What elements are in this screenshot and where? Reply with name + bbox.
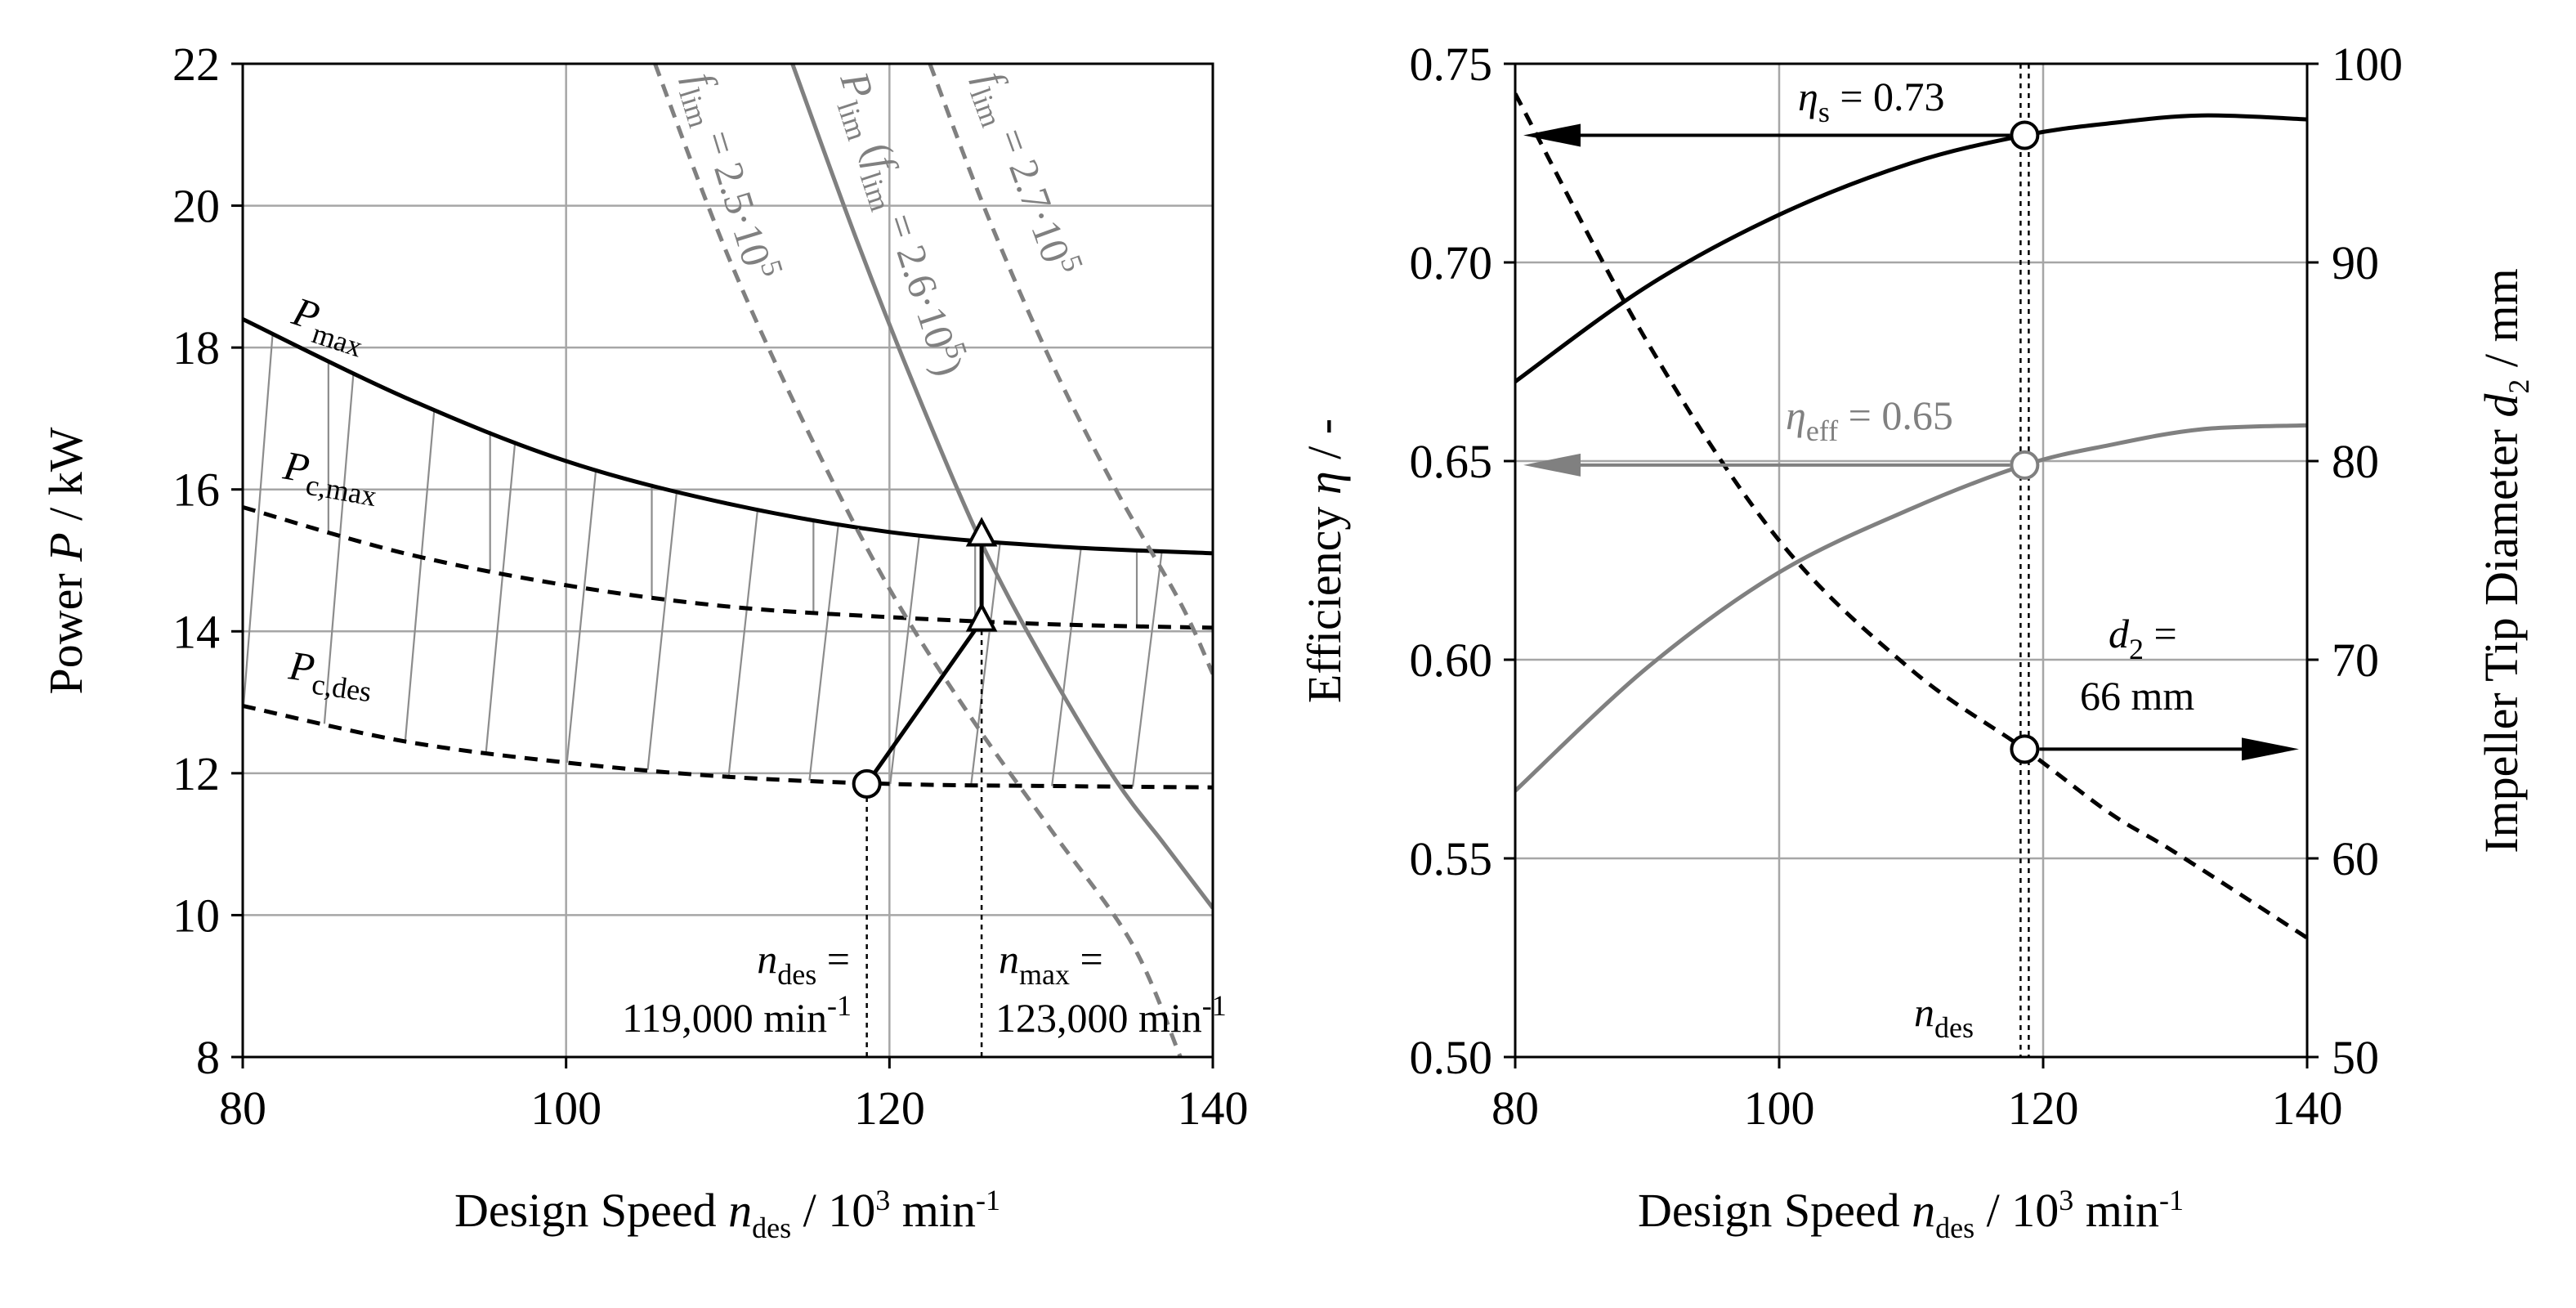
y-tick-label-0.60: 0.60 (1410, 634, 1493, 687)
right-efficiency-chart: 80 100 120 140 0.50 0.55 0.60 0.65 0.70 0.75 50 6… (1298, 38, 2535, 1244)
y2-tick-label-80: 80 (2332, 435, 2379, 488)
series-operating-path (865, 535, 984, 786)
label-f-lim-2-7: flim = 2.7·105 (959, 63, 1089, 285)
right-x-ticks: 80 100 120 140 (1491, 1057, 2343, 1135)
marker-p-c-max-point (965, 602, 998, 632)
series-p-c-des (243, 703, 1213, 790)
hatch-line (242, 334, 274, 706)
y-tick-label-18: 18 (172, 321, 220, 374)
label-p-max: Pmax (284, 288, 373, 364)
y-tick-label-8: 8 (196, 1031, 220, 1084)
series-f-lim-2-5-10-5 (653, 64, 1183, 1057)
left-y-axis-label: Power P / kW (39, 427, 92, 694)
right-grid (1515, 64, 2307, 1057)
x-tick-label-80: 80 (1491, 1082, 1539, 1135)
left-x-axis-label: Design Speed ndes / 103 min-1 (454, 1184, 1000, 1244)
y-tick-label-12: 12 (172, 747, 220, 800)
left-x-ticks: 80 100 120 140 (219, 1057, 1249, 1135)
hatch-line (808, 522, 840, 781)
hatch-line (970, 541, 1001, 786)
label-p-lim: Plim (flim = 2.6·105) (823, 64, 978, 384)
arrow-d2-head (2242, 737, 2299, 761)
hatch-line (566, 468, 597, 764)
y-tick-label-10: 10 (172, 889, 220, 942)
x-tick-label-140: 140 (2272, 1082, 2343, 1135)
hatch-line (404, 409, 436, 742)
y-tick-label-20: 20 (172, 180, 220, 233)
right-markers (2010, 120, 2040, 764)
series-p-lim-f-lim-2-6-10-5 (790, 64, 1213, 910)
hatch-line (646, 490, 678, 770)
left-markers (852, 517, 998, 799)
x-tick-label-80: 80 (219, 1082, 266, 1135)
label-n-des-value: 119,000 min-1 (622, 989, 852, 1041)
marker-design-point (852, 768, 882, 799)
hatch-line (1051, 547, 1082, 786)
y-tick-label-16: 16 (172, 464, 220, 517)
right-y-ticks: 0.50 0.55 0.60 0.65 0.70 0.75 (1410, 38, 1515, 1084)
left-y-ticks: 8 10 12 14 16 18 20 22 (172, 38, 243, 1084)
hatch-line (727, 508, 759, 777)
label-d2-symbol: d2 = (2109, 611, 2177, 665)
x-tick-label-120: 120 (2008, 1082, 2079, 1135)
y-tick-label-14: 14 (172, 605, 220, 658)
marker-eta-eff (2010, 450, 2040, 480)
label-eta-eff: ηeff = 0.65 (1786, 392, 1953, 447)
x-tick-label-100: 100 (530, 1082, 602, 1135)
label-n-max-symbol: nmax = (999, 936, 1103, 991)
x-tick-label-140: 140 (1178, 1082, 1249, 1135)
left-reference-lines (865, 620, 983, 1057)
y2-tick-label-100: 100 (2332, 38, 2403, 91)
y2-tick-label-70: 70 (2332, 634, 2379, 687)
x-tick-label-100: 100 (1744, 1082, 1815, 1135)
series-d-2 (1515, 92, 2307, 940)
hatch-line (323, 372, 355, 724)
right-reference-line (2019, 64, 2030, 1057)
left-plot-frame (241, 62, 1214, 1059)
right-y2-axis-label: Impeller Tip Diameter d2 / mm (2475, 268, 2535, 853)
label-n-des-symbol: ndes = (757, 936, 850, 991)
series-f-lim-2-7-10-5 (928, 64, 1213, 675)
right-plot-frame (1514, 62, 2309, 1059)
series-p-c-max (243, 504, 1213, 630)
hatch-line (1131, 550, 1163, 787)
left-hatching (242, 334, 1163, 787)
series-eff (1515, 423, 2307, 793)
left-grid (243, 64, 1213, 1057)
series-p-max (243, 317, 1213, 556)
right-x-axis-label: Design Speed ndes / 103 min-1 (1638, 1184, 2184, 1244)
y-tick-label-0.50: 0.50 (1410, 1031, 1493, 1084)
x-tick-label-120: 120 (854, 1082, 925, 1135)
label-d2-value: 66 mm (2080, 673, 2194, 719)
label-n-des-right: ndes (1914, 989, 1974, 1044)
series-s (1515, 113, 2307, 383)
right-y2-ticks: 50 60 70 80 90 100 (2307, 38, 2403, 1084)
label-p-c-max: Pc,max (278, 442, 382, 513)
y-tick-label-0.75: 0.75 (1410, 38, 1493, 91)
y-tick-label-0.55: 0.55 (1410, 832, 1493, 885)
left-power-chart: 80 100 120 140 8 10 12 14 16 18 20 22 Design Speed… (39, 38, 1249, 1244)
y-tick-label-0.65: 0.65 (1410, 435, 1493, 488)
y2-tick-label-60: 60 (2332, 832, 2379, 885)
y-tick-label-22: 22 (172, 38, 220, 91)
label-eta-s: ηs = 0.73 (1798, 74, 1945, 128)
marker-d2 (2010, 734, 2040, 764)
y-tick-label-0.70: 0.70 (1410, 236, 1493, 289)
marker-eta-s (2010, 120, 2040, 150)
right-series (1515, 92, 2307, 940)
right-arrows (1523, 123, 2299, 761)
right-y-axis-label: Efficiency η / - (1298, 419, 1351, 703)
y2-tick-label-50: 50 (2332, 1031, 2379, 1084)
hatch-line (485, 441, 517, 753)
arrow-eta-s-head (1523, 123, 1581, 147)
marker-p-max-point (965, 517, 998, 547)
arrow-eta-eff-head (1523, 453, 1581, 477)
label-n-max-value: 123,000 min-1 (995, 989, 1227, 1041)
y2-tick-label-90: 90 (2332, 236, 2379, 289)
